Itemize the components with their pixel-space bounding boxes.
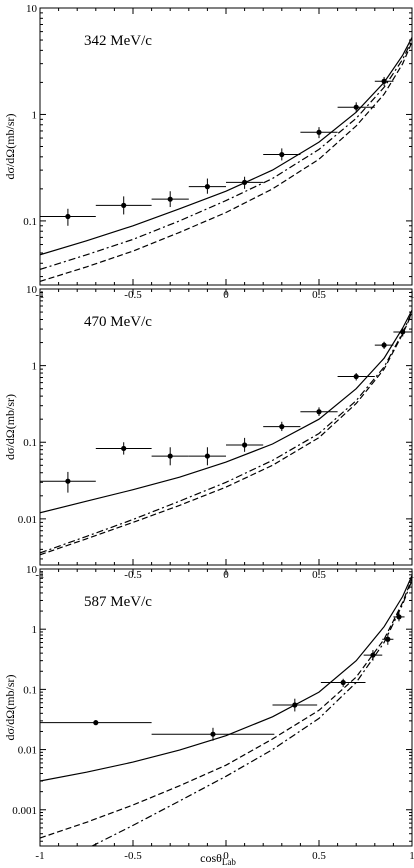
curve-solid xyxy=(40,309,412,514)
y-tick-label: 0.1 xyxy=(23,216,37,228)
y-tick-label: 10 xyxy=(26,3,38,15)
curve-dashed xyxy=(40,313,412,556)
y-tick-label: 1 xyxy=(32,109,38,121)
y-axis-label: dσ/dΩ(mb/sr) xyxy=(3,674,17,740)
data-point xyxy=(204,453,210,459)
data-point xyxy=(204,184,210,190)
data-point xyxy=(385,636,391,642)
plot-frame xyxy=(39,568,413,847)
data-point xyxy=(167,196,173,202)
data-point xyxy=(242,442,248,448)
panel-momentum-label: 470 MeV/c xyxy=(84,314,152,330)
y-tick-label: 1 xyxy=(32,361,38,373)
curve-solid xyxy=(40,575,412,782)
y-tick-label: 0.1 xyxy=(23,684,37,696)
panel-3: -1 -0.5 0 0.5 1 0.001 0.01 0.1 1 10 dσ/dΩ(mb/sr) 58… xyxy=(3,564,414,867)
y-tick-label: 0.1 xyxy=(23,437,37,449)
data-point xyxy=(292,702,298,708)
data-point xyxy=(370,652,376,658)
x-axis-label-main: cosθ xyxy=(200,851,222,865)
data-point xyxy=(65,478,71,484)
plot-frame xyxy=(39,7,413,286)
y-tick-label: 0.01 xyxy=(18,745,37,757)
data-point xyxy=(316,129,322,135)
curve-dashdot xyxy=(40,311,412,554)
data-point xyxy=(279,424,285,430)
curve-dashed xyxy=(40,578,412,839)
y-tick-label: 10 xyxy=(26,564,38,576)
data-point xyxy=(316,409,322,415)
data-point xyxy=(210,731,216,737)
panel-momentum-label: 587 MeV/c xyxy=(84,594,152,610)
data-point xyxy=(279,151,285,158)
data-point xyxy=(381,342,387,348)
x-tick-label: -0.5 xyxy=(124,850,142,862)
data-point xyxy=(353,373,359,380)
data-point xyxy=(396,614,402,620)
data-point xyxy=(121,202,127,208)
data-point xyxy=(242,179,248,186)
curve-solid xyxy=(40,37,412,256)
curve-dashdot xyxy=(40,39,412,270)
x-axis-label: cosθLab xyxy=(200,851,236,867)
data-point xyxy=(167,453,173,459)
x-tick-label: 1 xyxy=(409,850,414,862)
data-point xyxy=(121,445,127,452)
y-tick-label: 0.001 xyxy=(12,805,37,817)
x-axis-label-subscript: Lab xyxy=(222,857,236,867)
data-point xyxy=(340,679,346,686)
data-point xyxy=(353,104,359,110)
plot-frame xyxy=(39,288,413,566)
curve-dashed xyxy=(40,41,412,282)
data-point xyxy=(65,213,71,220)
x-tick-label: 0.5 xyxy=(312,850,326,862)
x-tick-label: -1 xyxy=(35,850,44,862)
x-tick-label: 0 xyxy=(223,850,229,862)
y-axis-label: dσ/dΩ(mb/sr) xyxy=(3,394,17,460)
data-point xyxy=(93,720,99,726)
y-tick-label: 0.01 xyxy=(18,514,37,526)
panel-momentum-label: 342 MeV/c xyxy=(84,33,152,49)
data-point xyxy=(400,329,406,335)
curve-dashdot xyxy=(91,580,412,846)
y-tick-label: 1 xyxy=(32,624,38,636)
y-tick-label: 10 xyxy=(26,284,38,296)
y-axis-label: dσ/dΩ(mb/sr) xyxy=(3,113,17,179)
data-point xyxy=(381,78,387,84)
